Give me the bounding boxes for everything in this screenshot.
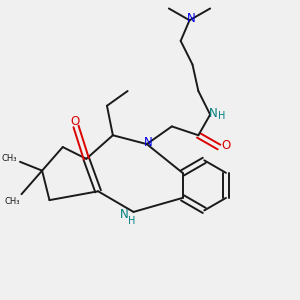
Text: H: H <box>128 216 136 226</box>
Text: N: N <box>187 12 195 25</box>
Text: O: O <box>222 139 231 152</box>
Text: CH₃: CH₃ <box>2 154 17 163</box>
Text: N: N <box>209 106 218 120</box>
Text: O: O <box>70 116 79 128</box>
Text: N: N <box>120 208 129 221</box>
Text: H: H <box>218 111 226 121</box>
Text: CH₃: CH₃ <box>5 197 20 206</box>
Text: N: N <box>144 136 153 149</box>
